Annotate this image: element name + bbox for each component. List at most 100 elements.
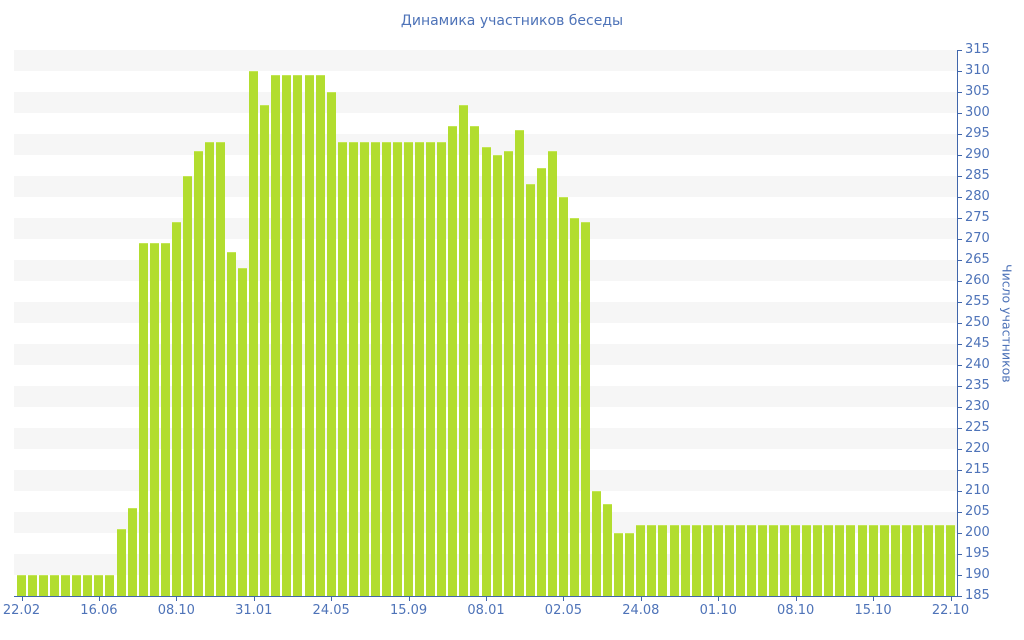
bar — [315, 75, 325, 596]
y-axis-tick — [958, 197, 962, 198]
y-axis-tick-label: 200 — [965, 525, 990, 540]
y-axis-tick-label: 190 — [965, 567, 990, 582]
y-axis-tick-label: 275 — [965, 210, 990, 225]
bar — [680, 525, 690, 596]
y-axis-tick — [958, 134, 962, 135]
bar — [802, 525, 812, 596]
y-axis-tick-label: 230 — [965, 399, 990, 414]
x-axis-tick-label: 24.08 — [622, 603, 660, 618]
bar — [525, 184, 535, 596]
bar — [923, 525, 933, 596]
bar — [470, 126, 480, 596]
bar — [481, 147, 491, 596]
x-axis-tick — [253, 597, 255, 601]
bar — [702, 525, 712, 596]
y-axis-tick-label: 195 — [965, 546, 990, 561]
bar — [581, 222, 591, 596]
y-axis-tick — [958, 575, 962, 576]
bar — [415, 142, 425, 596]
x-axis-tick-label: 24.05 — [312, 603, 350, 618]
y-axis-tick-label: 285 — [965, 168, 990, 183]
bar — [658, 525, 668, 596]
y-axis-tick-label: 290 — [965, 147, 990, 162]
x-axis-tick — [21, 597, 23, 601]
x-axis-tick-label: 08.10 — [777, 603, 815, 618]
bar — [757, 525, 767, 596]
x-axis-tick — [950, 597, 952, 601]
bar — [404, 142, 414, 596]
x-axis-tick-label: 16.06 — [80, 603, 118, 618]
bar — [304, 75, 314, 596]
y-axis-tick-label: 305 — [965, 84, 990, 99]
bar — [348, 142, 358, 596]
bar — [149, 243, 159, 596]
bar — [39, 575, 49, 596]
bar — [138, 243, 148, 596]
y-axis-tick — [958, 533, 962, 534]
bar — [293, 75, 303, 596]
y-axis-tick-label: 300 — [965, 105, 990, 120]
bar — [735, 525, 745, 596]
bar — [17, 575, 26, 596]
bar — [592, 491, 602, 596]
bar — [614, 533, 624, 596]
bar — [249, 71, 259, 596]
bar — [426, 142, 436, 596]
bar — [503, 151, 513, 596]
x-axis-tick-label: 08.01 — [467, 603, 505, 618]
bar — [94, 575, 104, 596]
bar — [72, 575, 82, 596]
bar — [271, 75, 281, 596]
y-axis-tick — [958, 596, 962, 597]
plot-area — [14, 50, 958, 597]
bar — [813, 525, 823, 596]
y-axis-tick — [958, 323, 962, 324]
bar — [448, 126, 458, 596]
x-axis-tick-label: 31.01 — [235, 603, 273, 618]
y-axis-tick-label: 255 — [965, 294, 990, 309]
y-axis-tick — [958, 449, 962, 450]
y-axis-tick — [958, 554, 962, 555]
bar — [260, 105, 270, 596]
x-axis-tick-label: 01.10 — [699, 603, 737, 618]
x-axis-tick — [331, 597, 333, 601]
y-axis-tick — [958, 239, 962, 240]
y-axis-tick — [958, 50, 962, 51]
y-axis-tick-label: 210 — [965, 483, 990, 498]
bar — [393, 142, 403, 596]
bar — [61, 575, 71, 596]
y-axis-tick-label: 260 — [965, 273, 990, 288]
bar — [28, 575, 38, 596]
y-axis-tick-label: 240 — [965, 357, 990, 372]
y-axis-tick-label: 310 — [965, 63, 990, 78]
bar — [326, 92, 336, 596]
bar — [890, 525, 900, 596]
bar — [381, 142, 391, 596]
bar — [282, 75, 292, 596]
y-axis-tick-label: 225 — [965, 420, 990, 435]
bar — [359, 142, 369, 596]
bar — [116, 529, 126, 596]
bar — [50, 575, 60, 596]
y-axis-tick — [958, 218, 962, 219]
y-axis-tick-label: 185 — [965, 588, 990, 603]
y-axis-tick-label: 220 — [965, 441, 990, 456]
y-axis-tick-label: 265 — [965, 252, 990, 267]
bar — [625, 533, 635, 596]
bar — [691, 525, 701, 596]
bar — [182, 176, 192, 596]
x-axis-tick-label: 22.02 — [2, 603, 41, 618]
bar — [946, 525, 955, 596]
bar — [370, 142, 380, 596]
bar — [569, 218, 579, 596]
y-axis-tick — [958, 386, 962, 387]
y-axis-tick — [958, 92, 962, 93]
x-axis-tick — [176, 597, 178, 601]
y-axis-tick — [958, 281, 962, 282]
bar — [769, 525, 779, 596]
x-axis-tick — [718, 597, 720, 601]
bar — [791, 525, 801, 596]
bar — [647, 525, 657, 596]
bar — [536, 168, 546, 596]
x-axis-tick — [408, 597, 410, 601]
